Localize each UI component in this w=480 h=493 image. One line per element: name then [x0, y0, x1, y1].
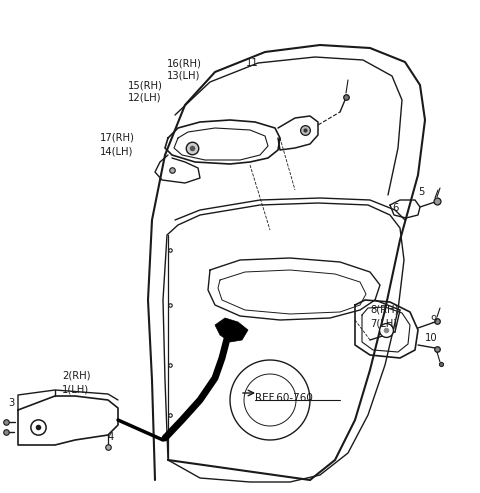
Text: 13(LH): 13(LH)	[167, 71, 200, 81]
Text: 16(RH): 16(RH)	[167, 58, 202, 68]
Text: 8(RH): 8(RH)	[370, 305, 398, 315]
Text: 12(LH): 12(LH)	[128, 93, 161, 103]
Text: 15(RH): 15(RH)	[128, 80, 163, 90]
Text: 5: 5	[418, 187, 424, 197]
Text: 3: 3	[8, 398, 14, 408]
Text: 4: 4	[108, 432, 114, 442]
Text: 2(RH): 2(RH)	[62, 371, 91, 381]
Text: 11: 11	[246, 58, 259, 68]
Text: 14(LH): 14(LH)	[100, 146, 133, 156]
Text: 7(LH): 7(LH)	[370, 318, 397, 328]
Text: 1(LH): 1(LH)	[62, 384, 89, 394]
Polygon shape	[215, 318, 248, 342]
Text: REF.60-760: REF.60-760	[255, 393, 313, 403]
Text: 9: 9	[430, 315, 436, 325]
Text: 6: 6	[392, 203, 398, 213]
Text: 17(RH): 17(RH)	[100, 133, 135, 143]
Text: 10: 10	[425, 333, 438, 343]
